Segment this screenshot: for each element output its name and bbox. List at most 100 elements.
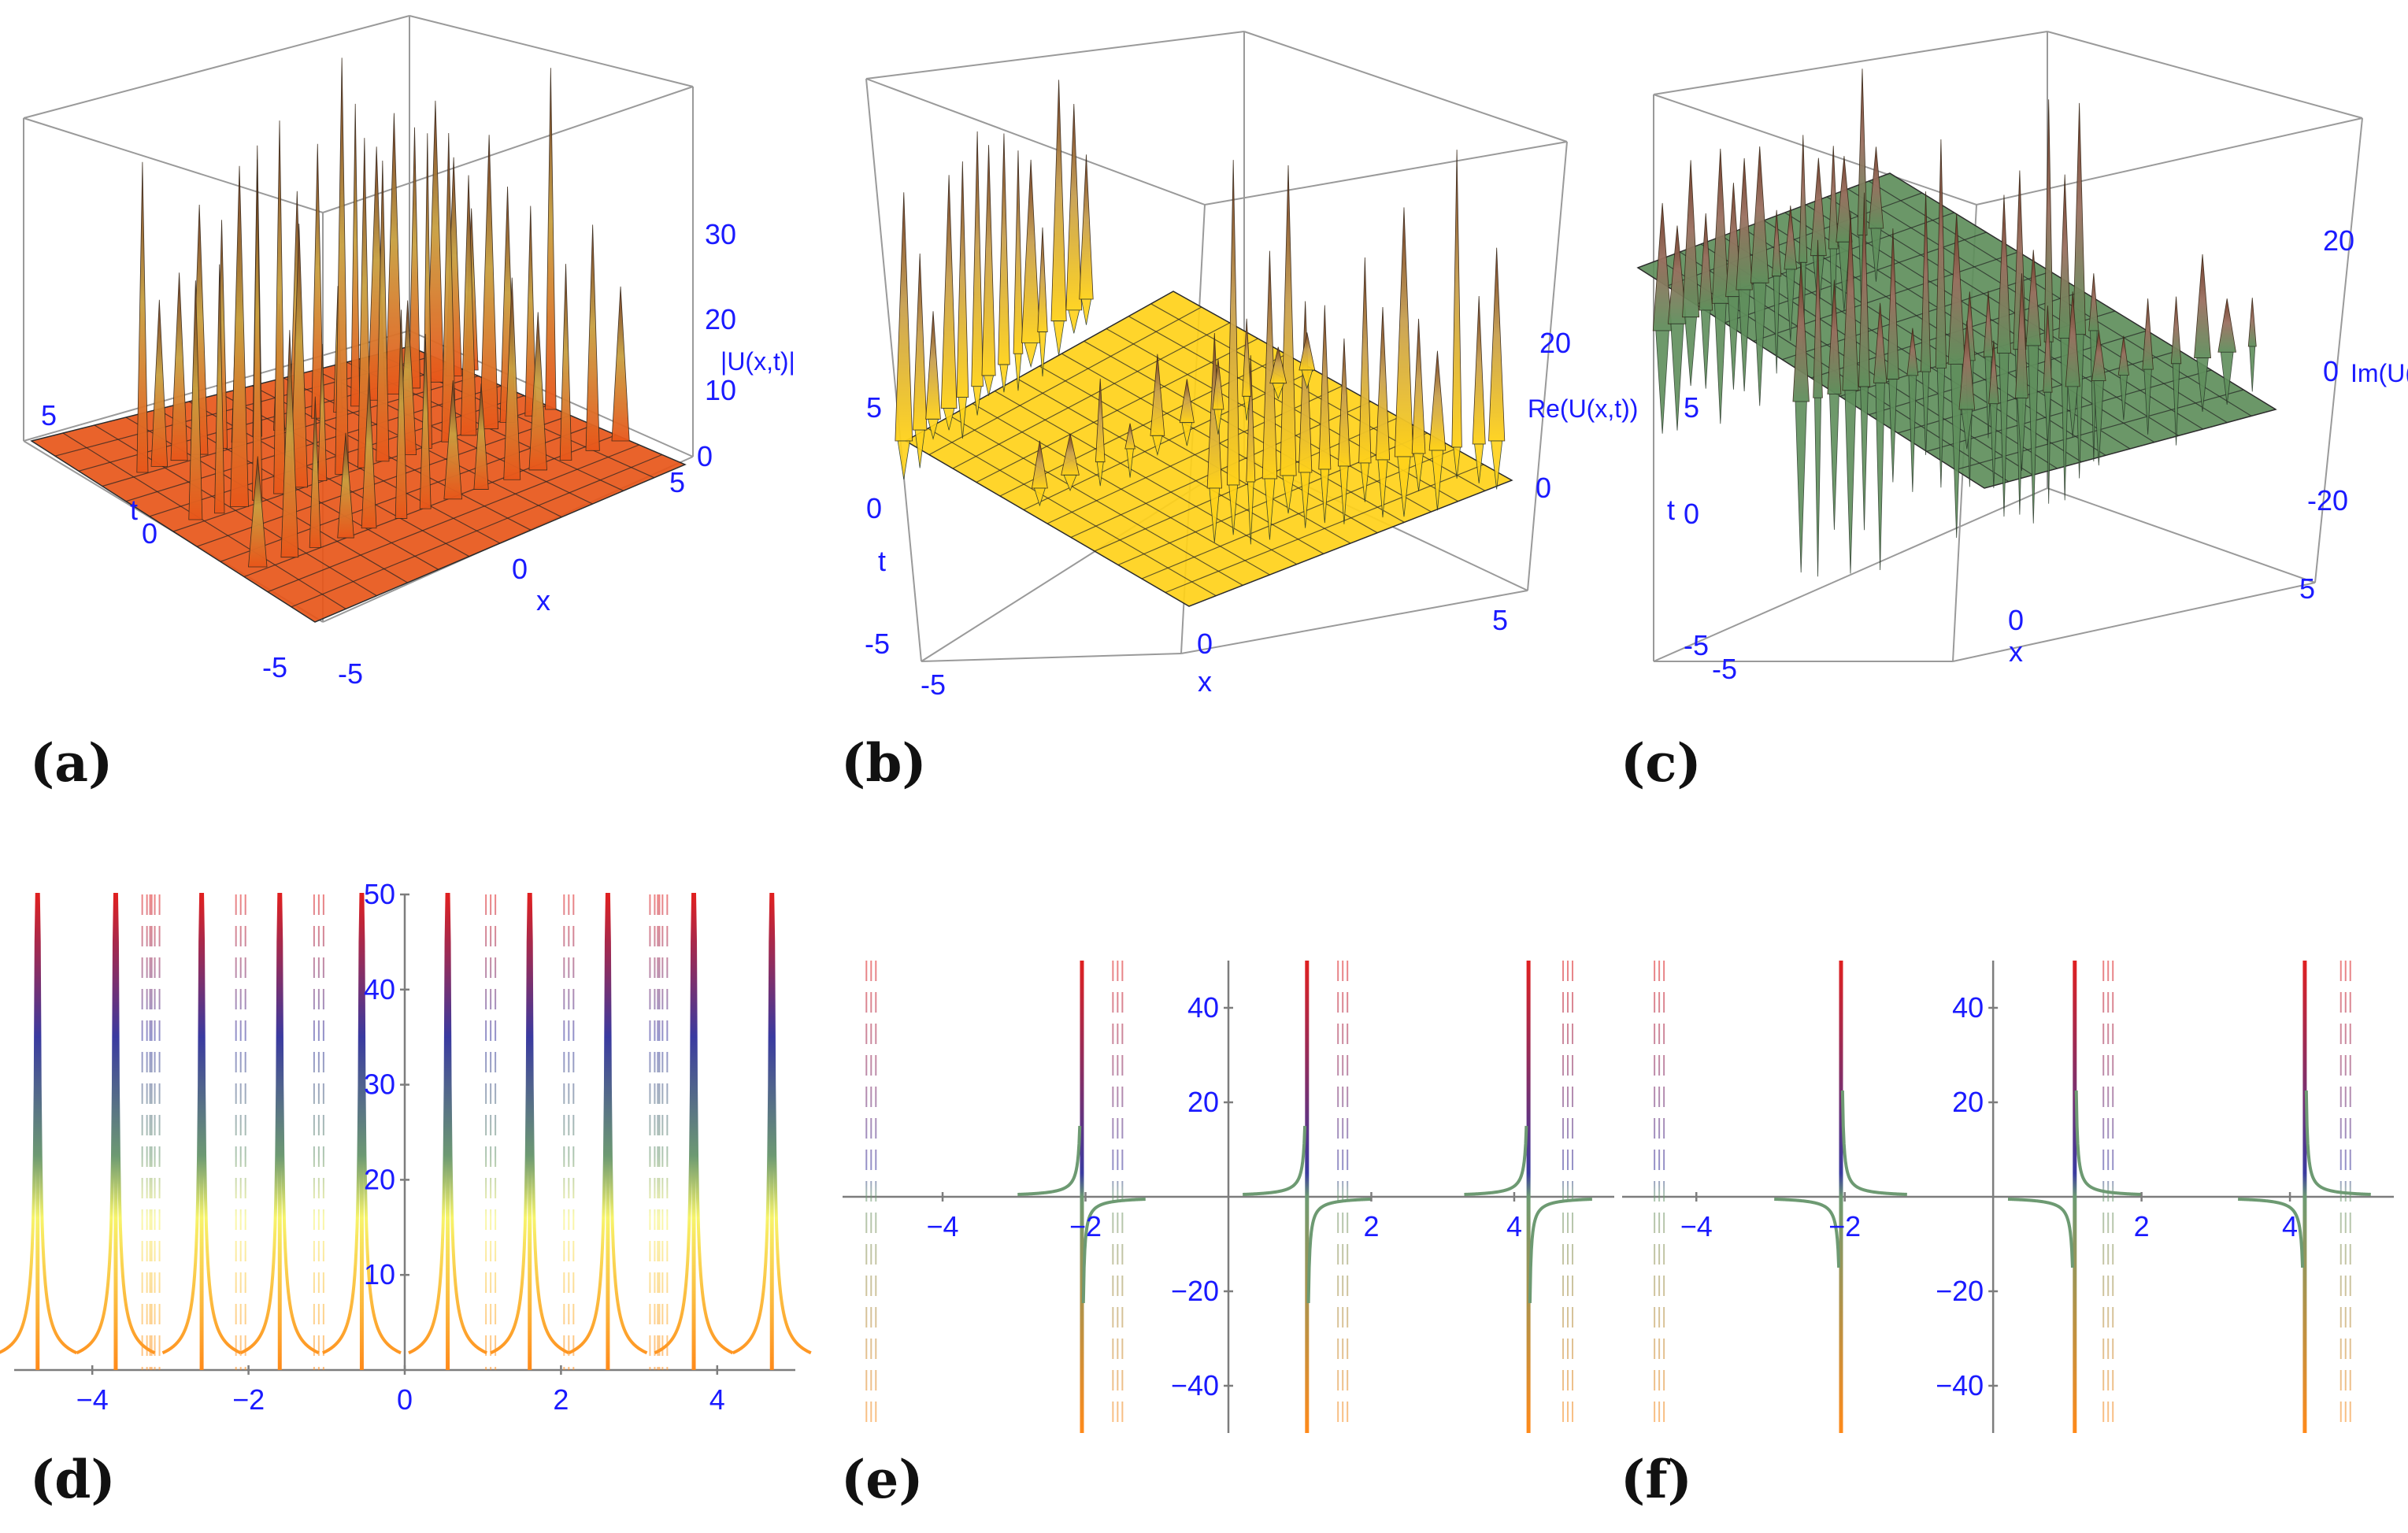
spike-down: [2196, 357, 2209, 412]
line-plot-f: −4 −2 2 4 −40 −20 20 40: [1622, 961, 2394, 1433]
x-tick-label: 5: [2299, 572, 2315, 605]
box-edge: [2047, 31, 2363, 119]
panel-e: −4 −2 2 4 −40 −20 20 40: [843, 921, 1622, 1441]
box-edge: [322, 86, 694, 213]
spike: [998, 133, 1010, 365]
box-edge: [23, 117, 324, 213]
spike-down: [914, 429, 925, 468]
spike: [460, 175, 477, 436]
abs-curve: [732, 893, 812, 1355]
x-tick-label: 4: [709, 1383, 725, 1416]
abs-curve: [490, 893, 570, 1355]
z-tick-label: 20: [2323, 224, 2354, 257]
y-tick-label: 20: [1952, 1086, 1984, 1118]
spike-down: [1670, 323, 1684, 431]
x-axis-label: x: [2009, 635, 2023, 668]
left-branch: [1243, 1125, 1307, 1196]
spike-down: [1990, 403, 1998, 488]
spike-down: [1474, 443, 1484, 483]
right-branch: [1306, 1198, 1371, 1304]
spike: [150, 299, 169, 467]
box-edge: [865, 78, 1206, 206]
t-tick-label: 5: [1684, 391, 1699, 424]
z-tick-label: 20: [705, 303, 736, 335]
mesh-line: [291, 454, 663, 608]
spike: [426, 100, 445, 383]
spike: [350, 103, 361, 407]
spike-down: [1024, 342, 1038, 368]
spike-down: [1829, 394, 1839, 530]
spike-down: [2220, 351, 2234, 405]
x-tick-label: 0: [512, 553, 528, 585]
spike: [528, 312, 547, 471]
x-tick-label: -5: [921, 668, 946, 701]
spike: [385, 113, 403, 394]
x-axis-label: x: [536, 584, 550, 617]
spike: [559, 264, 572, 461]
spike-down: [1243, 395, 1250, 420]
spike: [1280, 165, 1297, 476]
t-axis-label: t: [878, 545, 886, 577]
bounding-box: [865, 31, 1568, 662]
spike: [1736, 157, 1753, 291]
spike-down: [1838, 241, 1850, 312]
abs-curve: [408, 893, 487, 1355]
spike-down: [1228, 484, 1239, 535]
spike-down: [943, 408, 955, 431]
spike-down: [1999, 353, 2010, 517]
spike-down: [1126, 448, 1134, 478]
x-tick-label: −4: [927, 1210, 959, 1242]
spike: [473, 383, 489, 490]
spike-down: [1753, 282, 1767, 406]
spike-down: [1213, 409, 1223, 435]
spike-down: [999, 364, 1009, 393]
spike: [925, 311, 941, 420]
y-tick-label: 40: [1187, 991, 1219, 1024]
y-tick-label: 40: [364, 973, 395, 1005]
mesh-line: [314, 464, 686, 623]
dashed-traces: [141, 894, 669, 1370]
spike-down: [1714, 302, 1727, 424]
box-edge: [1180, 590, 1528, 654]
spike: [1079, 154, 1094, 300]
spike-down: [1377, 459, 1388, 518]
panel-f: −4 −2 2 4 −40 −20 20 40: [1622, 921, 2402, 1441]
surface-plot-imag: -5 0 5 -5 0 5 -20 0 20 x t Im(U(x,t)): [1636, 31, 2408, 685]
y-tick-label: 50: [364, 878, 395, 910]
spike: [1857, 69, 1868, 236]
x-tick-label: 2: [553, 1383, 569, 1416]
abs-curve: [322, 893, 402, 1355]
box-edge: [1653, 487, 2048, 662]
spike-down: [1247, 481, 1254, 545]
spike-down: [1738, 289, 1750, 392]
spike-down: [1320, 468, 1330, 524]
box-edge: [1952, 582, 2316, 662]
spike-down: [1152, 435, 1163, 457]
x-tick-label: -5: [338, 657, 363, 690]
y-tick-label: −20: [1171, 1275, 1219, 1307]
spike-down: [1301, 369, 1313, 390]
spike-down: [1860, 386, 1869, 531]
spike-down: [1431, 450, 1444, 511]
box-edge: [865, 31, 1245, 80]
x-tick-label: −2: [1828, 1210, 1861, 1242]
spike: [912, 254, 928, 431]
t-tick-label: 0: [142, 517, 157, 550]
spike: [1021, 159, 1041, 343]
spike-down: [1773, 276, 1780, 374]
spike: [1799, 135, 1808, 263]
spike-down: [2249, 346, 2256, 392]
spike: [1394, 207, 1414, 457]
z-tick-label: 30: [705, 218, 736, 250]
spike: [248, 456, 268, 568]
x-tick-label: −2: [1069, 1210, 1102, 1242]
t-tick-label: 5: [41, 399, 57, 431]
mesh-line: [1165, 464, 1484, 594]
box-edge: [1653, 31, 2048, 95]
x-tick-label: −4: [76, 1383, 109, 1416]
spike: [2043, 99, 2054, 343]
box-edge: [1243, 31, 1568, 143]
spike-down: [1888, 379, 1898, 483]
box-edge: [1204, 141, 1568, 206]
spike: [611, 286, 630, 442]
